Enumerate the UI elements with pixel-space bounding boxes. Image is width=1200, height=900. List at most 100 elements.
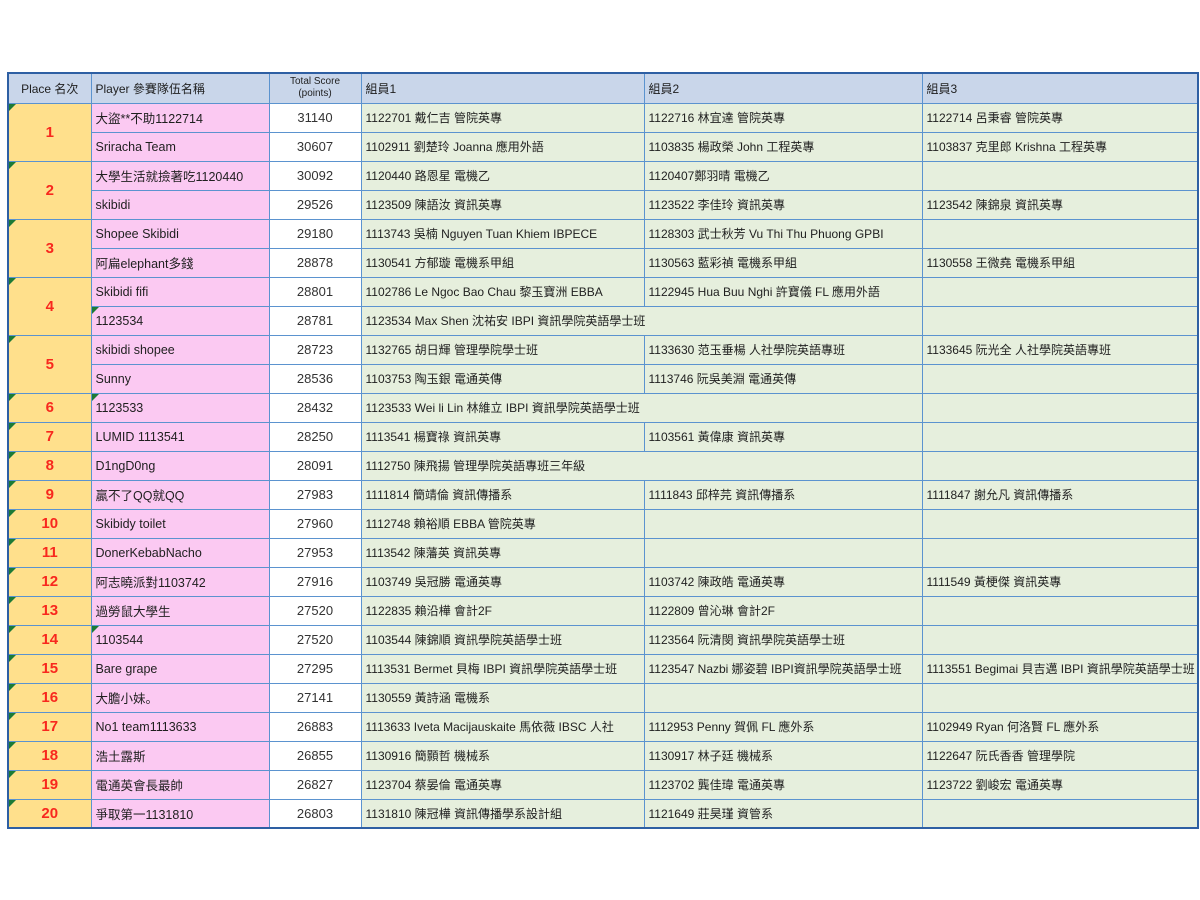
member1-cell[interactable]: 1112750 陳飛揚 管理學院英語專班三年級: [360, 450, 923, 481]
member2-cell[interactable]: 1122945 Hua Buu Nghi 許寶儀 FL 應用外語: [643, 276, 923, 307]
member2-cell[interactable]: [643, 537, 923, 568]
team-name-cell[interactable]: D1ngD0ng: [90, 450, 270, 481]
member1-cell[interactable]: 1122835 賴沿樺 會計2F: [360, 595, 645, 626]
member3-cell[interactable]: 1102949 Ryan 何洛賢 FL 應外系: [921, 711, 1199, 742]
score-cell[interactable]: 27141: [268, 682, 362, 713]
score-cell[interactable]: 26855: [268, 740, 362, 771]
member1-cell[interactable]: 1131810 陳冠樺 資訊傳播學系設計組: [360, 798, 645, 829]
member1-cell[interactable]: 1123533 Wei li Lin 林維立 IBPI 資訊學院英語學士班: [360, 392, 923, 423]
score-cell[interactable]: 28536: [268, 363, 362, 394]
member2-cell[interactable]: 1123564 阮清閔 資訊學院英語學士班: [643, 624, 923, 655]
member1-cell[interactable]: 1111814 簡靖倫 資訊傳播系: [360, 479, 645, 510]
team-name-cell[interactable]: 1123534: [90, 305, 270, 336]
place-cell[interactable]: 13: [7, 595, 92, 626]
member3-cell[interactable]: [921, 450, 1199, 481]
team-name-cell[interactable]: Shopee Skibidi: [90, 218, 270, 249]
member2-cell[interactable]: 1103835 楊政榮 John 工程英專: [643, 131, 923, 162]
member1-cell[interactable]: 1103544 陳錦順 資訊學院英語學士班: [360, 624, 645, 655]
team-name-cell[interactable]: LUMID 1113541: [90, 421, 270, 452]
member3-cell[interactable]: [921, 595, 1199, 626]
member3-cell[interactable]: [921, 276, 1199, 307]
score-cell[interactable]: 31140: [268, 102, 362, 133]
place-cell[interactable]: 10: [7, 508, 92, 539]
member1-cell[interactable]: 1112748 賴裕順 EBBA 管院英專: [360, 508, 645, 539]
member3-cell[interactable]: 1103837 克里郎 Krishna 工程英專: [921, 131, 1199, 162]
member2-cell[interactable]: 1130563 藍彩禎 電機系甲組: [643, 247, 923, 278]
place-cell[interactable]: 4: [7, 276, 92, 336]
place-cell[interactable]: 18: [7, 740, 92, 771]
member1-cell[interactable]: 1130916 簡顥哲 機械系: [360, 740, 645, 771]
member2-cell[interactable]: 1111843 邱梓芫 資訊傳播系: [643, 479, 923, 510]
member3-cell[interactable]: [921, 421, 1199, 452]
member2-cell[interactable]: 1121649 莊昊瑾 資管系: [643, 798, 923, 829]
team-name-cell[interactable]: 浩土露斯: [90, 740, 270, 771]
member2-cell[interactable]: 1123702 龔佳瑋 電通英專: [643, 769, 923, 800]
place-cell[interactable]: 6: [7, 392, 92, 423]
member2-cell[interactable]: [643, 682, 923, 713]
place-cell[interactable]: 14: [7, 624, 92, 655]
place-cell[interactable]: 15: [7, 653, 92, 684]
member2-cell[interactable]: [643, 508, 923, 539]
member3-cell[interactable]: 1122647 阮氏香香 管理學院: [921, 740, 1199, 771]
score-cell[interactable]: 27916: [268, 566, 362, 597]
member3-cell[interactable]: 1122714 呂秉睿 管院英專: [921, 102, 1199, 133]
member1-cell[interactable]: 1102911 劉楚玲 Joanna 應用外語: [360, 131, 645, 162]
place-cell[interactable]: 5: [7, 334, 92, 394]
team-name-cell[interactable]: skibidi shopee: [90, 334, 270, 365]
member1-cell[interactable]: 1113542 陳藩英 資訊英專: [360, 537, 645, 568]
team-name-cell[interactable]: 大膽小妹。: [90, 682, 270, 713]
team-name-cell[interactable]: Bare grape: [90, 653, 270, 684]
member3-cell[interactable]: 1113551 Begimai 貝吉邁 IBPI 資訊學院英語學士班: [921, 653, 1199, 684]
team-name-cell[interactable]: Skibidi fifi: [90, 276, 270, 307]
member1-cell[interactable]: 1113743 吳楠 Nguyen Tuan Khiem IBPECE: [360, 218, 645, 249]
team-name-cell[interactable]: 大學生活就撿著吃1120440: [90, 160, 270, 191]
member3-cell[interactable]: [921, 537, 1199, 568]
score-cell[interactable]: 28878: [268, 247, 362, 278]
member1-cell[interactable]: 1120440 路恩星 電機乙: [360, 160, 645, 191]
member3-cell[interactable]: [921, 363, 1199, 394]
place-cell[interactable]: 11: [7, 537, 92, 568]
team-name-cell[interactable]: Skibidy toilet: [90, 508, 270, 539]
member3-cell[interactable]: [921, 160, 1199, 191]
member1-cell[interactable]: 1113633 Iveta Macijauskaite 馬依薇 IBSC 人社: [360, 711, 645, 742]
place-cell[interactable]: 17: [7, 711, 92, 742]
member1-cell[interactable]: 1113531 Bermet 貝梅 IBPI 資訊學院英語學士班: [360, 653, 645, 684]
score-cell[interactable]: 28801: [268, 276, 362, 307]
score-cell[interactable]: 27520: [268, 624, 362, 655]
score-cell[interactable]: 30607: [268, 131, 362, 162]
member1-cell[interactable]: 1130541 方郁璇 電機系甲組: [360, 247, 645, 278]
team-name-cell[interactable]: Sunny: [90, 363, 270, 394]
place-cell[interactable]: 12: [7, 566, 92, 597]
score-cell[interactable]: 28781: [268, 305, 362, 336]
header-member3[interactable]: 組員3: [921, 72, 1199, 104]
score-cell[interactable]: 27520: [268, 595, 362, 626]
member2-cell[interactable]: 1113746 阮吳美淵 電通英傳: [643, 363, 923, 394]
member1-cell[interactable]: 1122701 戴仁吉 管院英專: [360, 102, 645, 133]
member3-cell[interactable]: 1111847 謝允凡 資訊傳播系: [921, 479, 1199, 510]
member2-cell[interactable]: 1103742 陳政皓 電通英專: [643, 566, 923, 597]
place-cell[interactable]: 1: [7, 102, 92, 162]
team-name-cell[interactable]: 阿扁elephant多錢: [90, 247, 270, 278]
score-cell[interactable]: 29180: [268, 218, 362, 249]
member3-cell[interactable]: 1123722 劉峻宏 電通英專: [921, 769, 1199, 800]
member2-cell[interactable]: 1133630 范玉垂楊 人社學院英語專班: [643, 334, 923, 365]
team-name-cell[interactable]: 1123533: [90, 392, 270, 423]
member3-cell[interactable]: [921, 392, 1199, 423]
team-name-cell[interactable]: 1103544: [90, 624, 270, 655]
member3-cell[interactable]: [921, 798, 1199, 829]
member3-cell[interactable]: [921, 305, 1199, 336]
place-cell[interactable]: 3: [7, 218, 92, 278]
member1-cell[interactable]: 1132765 胡日輝 管理學院學士班: [360, 334, 645, 365]
score-cell[interactable]: 27295: [268, 653, 362, 684]
member2-cell[interactable]: 1122716 林宜達 管院英專: [643, 102, 923, 133]
team-name-cell[interactable]: No1 team1113633: [90, 711, 270, 742]
member1-cell[interactable]: 1123509 陳語汝 資訊英專: [360, 189, 645, 220]
score-cell[interactable]: 26827: [268, 769, 362, 800]
score-cell[interactable]: 28091: [268, 450, 362, 481]
member1-cell[interactable]: 1113541 楊寶祿 資訊英專: [360, 421, 645, 452]
team-name-cell[interactable]: skibidi: [90, 189, 270, 220]
team-name-cell[interactable]: 阿志曉派對1103742: [90, 566, 270, 597]
member1-cell[interactable]: 1123704 蔡晏倫 電通英專: [360, 769, 645, 800]
place-cell[interactable]: 2: [7, 160, 92, 220]
member2-cell[interactable]: 1123547 Nazbi 娜姿碧 IBPI資訊學院英語學士班: [643, 653, 923, 684]
